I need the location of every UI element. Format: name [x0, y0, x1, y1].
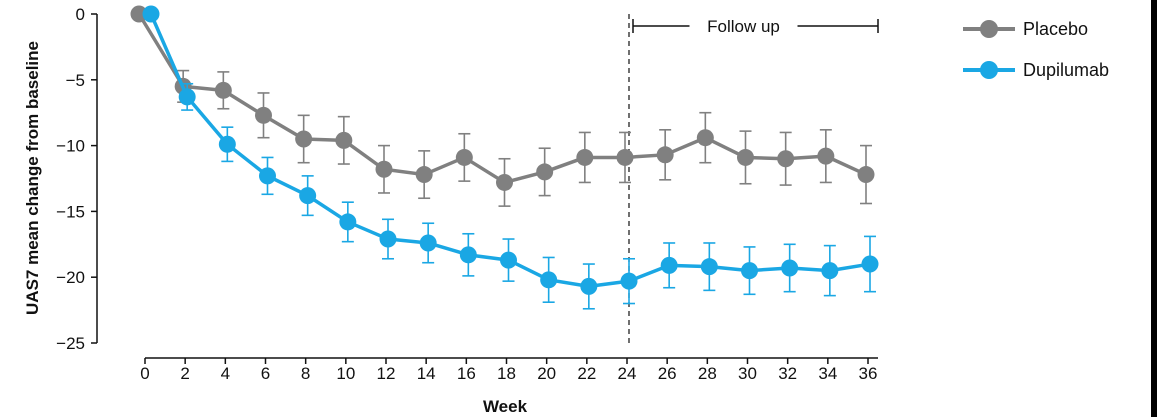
series-layer	[130, 5, 879, 310]
data-point-dupilumab	[781, 259, 799, 277]
x-tick-label: 12	[377, 364, 396, 383]
data-point-dupilumab	[419, 234, 437, 252]
y-tick-label: −25	[56, 334, 85, 353]
data-point-placebo	[130, 5, 148, 23]
annotations: Follow up	[628, 14, 879, 346]
y-tick-label: 0	[76, 5, 85, 24]
x-tick-label: 6	[261, 364, 270, 383]
data-point-placebo	[295, 130, 313, 148]
x-axis-title: Week	[483, 397, 528, 416]
x-tick-label: 20	[537, 364, 556, 383]
data-point-placebo	[656, 146, 674, 164]
followup-label: Follow up	[707, 17, 780, 36]
data-point-placebo	[335, 131, 353, 149]
data-point-placebo	[817, 147, 835, 165]
x-tick-label: 4	[221, 364, 230, 383]
x-tick-label: 30	[738, 364, 757, 383]
legend-item-placebo: Placebo	[963, 19, 1088, 39]
data-point-dupilumab	[580, 277, 598, 295]
legend-item-dupilumab: Dupilumab	[963, 60, 1109, 80]
data-point-dupilumab	[540, 271, 558, 289]
y-tick-label: −5	[66, 71, 85, 90]
right-edge-bar	[1151, 0, 1157, 417]
axes	[96, 14, 878, 359]
data-point-dupilumab	[500, 251, 517, 269]
data-point-dupilumab	[259, 167, 276, 185]
data-point-dupilumab	[379, 230, 397, 248]
data-point-placebo	[455, 148, 473, 166]
data-point-dupilumab	[178, 88, 196, 106]
y-tick-label: −10	[56, 137, 85, 156]
data-point-dupilumab	[299, 187, 317, 205]
y-axis-title: UAS7 mean change from baseline	[23, 41, 42, 315]
x-tick-label: 32	[778, 364, 797, 383]
x-tick-label: 36	[859, 364, 878, 383]
legend-swatch-marker-placebo	[980, 20, 998, 38]
x-ticks: 0 2 4 6 8 10 12 14 16 18 20 22 24 26 28 30 32 34 36	[140, 358, 877, 383]
x-tick-label: 14	[417, 364, 436, 383]
x-tick-label: 8	[301, 364, 310, 383]
data-point-placebo	[737, 148, 754, 166]
legend-label-dupilumab: Dupilumab	[1023, 60, 1109, 80]
x-tick-label: 16	[457, 364, 476, 383]
data-point-placebo	[616, 148, 634, 166]
data-point-placebo	[255, 106, 272, 124]
y-ticks: 0 −5 −10 −15 −20 −25	[56, 5, 97, 353]
x-tick-label: 18	[497, 364, 516, 383]
x-tick-label: 0	[140, 364, 149, 383]
x-tick-label: 24	[618, 364, 637, 383]
data-point-placebo	[857, 166, 875, 184]
series-line-placebo	[137, 13, 867, 185]
data-point-dupilumab	[741, 262, 758, 280]
data-point-dupilumab	[861, 255, 879, 273]
data-point-dupilumab	[459, 246, 477, 264]
legend: Placebo Dupilumab	[963, 19, 1109, 80]
data-point-dupilumab	[700, 258, 718, 276]
y-tick-label: −20	[56, 268, 85, 287]
series-placebo	[130, 5, 875, 207]
series-dupilumab	[142, 5, 879, 310]
series-line-dupilumab	[149, 13, 871, 289]
data-point-placebo	[496, 173, 513, 191]
data-point-dupilumab	[620, 272, 638, 290]
legend-label-placebo: Placebo	[1023, 19, 1088, 39]
data-point-dupilumab	[660, 256, 678, 274]
x-tick-label: 28	[698, 364, 717, 383]
x-tick-label: 34	[818, 364, 837, 383]
data-point-placebo	[375, 160, 393, 178]
data-point-placebo	[536, 163, 554, 181]
x-tick-label: 22	[577, 364, 596, 383]
data-point-placebo	[214, 81, 232, 99]
x-tick-label: 26	[658, 364, 677, 383]
data-point-dupilumab	[218, 135, 236, 153]
legend-swatch-marker-dupilumab	[980, 61, 998, 79]
x-tick-label: 10	[336, 364, 355, 383]
data-point-placebo	[777, 150, 795, 168]
data-point-dupilumab	[142, 5, 160, 23]
data-point-dupilumab	[821, 262, 839, 280]
data-point-dupilumab	[339, 213, 357, 231]
data-point-placebo	[696, 129, 714, 147]
x-tick-label: 2	[180, 364, 189, 383]
data-point-placebo	[415, 166, 433, 184]
y-tick-label: −15	[56, 202, 85, 221]
data-point-placebo	[576, 148, 594, 166]
